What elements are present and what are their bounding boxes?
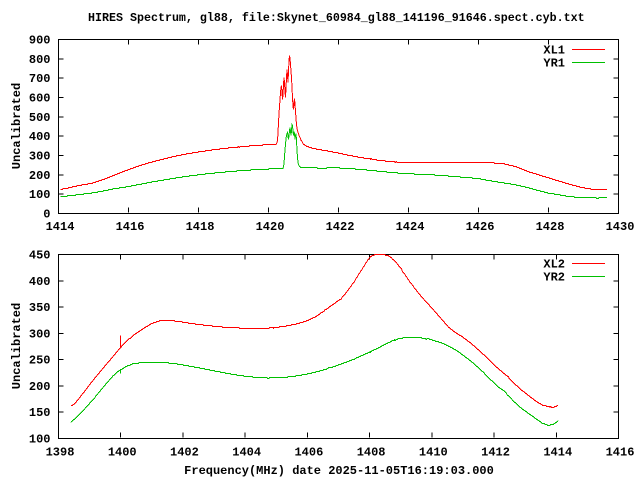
svg-text:300: 300 xyxy=(29,150,51,164)
svg-text:600: 600 xyxy=(29,92,51,106)
svg-text:1426: 1426 xyxy=(466,220,495,234)
svg-text:1414: 1414 xyxy=(46,220,75,234)
svg-text:250: 250 xyxy=(29,354,51,368)
svg-text:Frequency(MHz) date 2025-11-05: Frequency(MHz) date 2025-11-05T16:19:03.… xyxy=(184,464,494,478)
svg-text:XL1: XL1 xyxy=(543,44,565,58)
svg-text:1404: 1404 xyxy=(232,446,261,460)
svg-text:1402: 1402 xyxy=(170,446,199,460)
svg-text:450: 450 xyxy=(29,249,51,263)
svg-text:1412: 1412 xyxy=(481,446,510,460)
svg-text:800: 800 xyxy=(29,53,51,67)
svg-text:1398: 1398 xyxy=(46,446,75,460)
svg-text:100: 100 xyxy=(29,433,51,447)
svg-text:400: 400 xyxy=(29,275,51,289)
svg-text:0: 0 xyxy=(43,208,50,222)
svg-text:1416: 1416 xyxy=(606,446,635,460)
svg-text:200: 200 xyxy=(29,380,51,394)
svg-text:900: 900 xyxy=(29,34,51,48)
svg-text:1420: 1420 xyxy=(256,220,285,234)
svg-text:1424: 1424 xyxy=(396,220,425,234)
svg-text:350: 350 xyxy=(29,301,51,315)
svg-text:Uncalibrated: Uncalibrated xyxy=(10,83,24,169)
svg-text:150: 150 xyxy=(29,406,51,420)
svg-text:1410: 1410 xyxy=(419,446,448,460)
svg-text:1408: 1408 xyxy=(357,446,386,460)
svg-text:Uncalibrated: Uncalibrated xyxy=(10,303,24,389)
svg-text:1428: 1428 xyxy=(536,220,565,234)
svg-text:1406: 1406 xyxy=(294,446,323,460)
svg-text:700: 700 xyxy=(29,72,51,86)
svg-text:1416: 1416 xyxy=(116,220,145,234)
svg-text:1400: 1400 xyxy=(108,446,137,460)
svg-text:HIRES Spectrum, gl88, file:Sky: HIRES Spectrum, gl88, file:Skynet_60984_… xyxy=(88,11,585,25)
svg-text:300: 300 xyxy=(29,327,51,341)
svg-text:100: 100 xyxy=(29,188,51,202)
svg-text:500: 500 xyxy=(29,111,51,125)
svg-text:1430: 1430 xyxy=(606,220,635,234)
svg-text:1414: 1414 xyxy=(543,446,572,460)
svg-text:400: 400 xyxy=(29,130,51,144)
svg-text:1418: 1418 xyxy=(186,220,215,234)
svg-text:YR2: YR2 xyxy=(543,271,565,285)
svg-text:1422: 1422 xyxy=(326,220,355,234)
svg-text:200: 200 xyxy=(29,169,51,183)
svg-text:XL2: XL2 xyxy=(543,258,565,272)
svg-text:YR1: YR1 xyxy=(543,57,565,71)
